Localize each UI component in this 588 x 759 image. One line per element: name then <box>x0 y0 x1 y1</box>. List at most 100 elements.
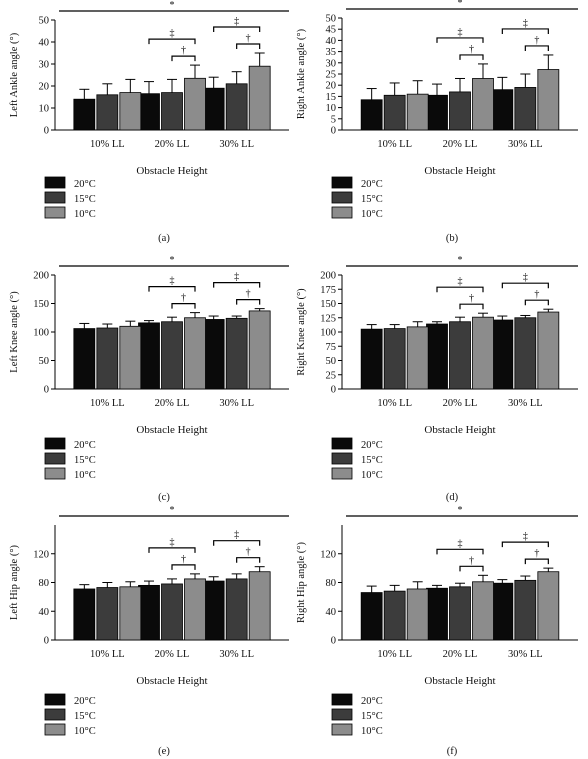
bar <box>406 93 429 131</box>
bar <box>138 93 160 131</box>
significance-marker: ‡ <box>234 272 239 283</box>
y-tick-label: 25 <box>326 70 337 81</box>
significance-marker: ‡ <box>523 272 528 283</box>
significance-marker: † <box>469 555 474 566</box>
bar <box>449 91 471 131</box>
legend-label: 15°C <box>74 711 96 722</box>
x-tick-label: 20% LL <box>155 398 190 409</box>
y-tick-label: 120 <box>320 549 336 560</box>
bar <box>426 587 448 641</box>
y-tick-label: 25 <box>326 370 337 381</box>
significance-bracket <box>213 540 261 546</box>
chart-panel-1: 0 10 20 30 40 50 Left Ankle angle (°) 10% LL 20%… <box>9 0 289 244</box>
legend-swatch <box>44 723 66 736</box>
significance-marker: ‡ <box>170 537 175 548</box>
bar <box>514 317 537 390</box>
bar <box>360 328 383 390</box>
legend-label: 20°C <box>361 696 383 707</box>
significance-bracket <box>148 286 196 292</box>
y-tick-label: 50 <box>39 16 50 27</box>
bar <box>449 586 471 641</box>
bar <box>225 83 248 131</box>
bar <box>225 317 248 390</box>
y-tick-label: 125 <box>320 313 336 324</box>
significance-bracket <box>171 55 196 62</box>
significance-bracket <box>524 299 549 306</box>
x-tick-label: 30% LL <box>219 139 254 150</box>
significance-marker: † <box>534 289 539 300</box>
bar <box>161 583 183 641</box>
bar <box>248 571 271 641</box>
legend-swatch <box>44 437 66 450</box>
significance-bracket <box>213 282 261 288</box>
legend-label: 10°C <box>74 470 96 481</box>
significance-marker: ‡ <box>170 276 175 287</box>
y-axis-label: Right Hip angle (°) <box>296 542 307 623</box>
bar <box>73 328 96 390</box>
bar <box>248 310 271 390</box>
bar <box>491 89 514 131</box>
y-tick-label: 40 <box>326 607 337 618</box>
y-tick-label: 40 <box>39 607 50 618</box>
y-tick-label: 50 <box>326 356 337 367</box>
y-tick-label: 20 <box>39 82 50 93</box>
legend-label: 15°C <box>361 455 383 466</box>
bar <box>383 590 406 641</box>
y-tick-label: 150 <box>320 299 336 310</box>
significance-bracket <box>171 564 196 570</box>
legend-swatch <box>44 206 66 219</box>
y-tick-label: 200 <box>320 271 336 282</box>
y-tick-label: 0 <box>44 636 49 647</box>
bar <box>184 578 206 641</box>
bar <box>360 99 383 131</box>
chart-panel-5: 0 40 80 120 Left Hip angle (°) 10% LL 20% LL 30… <box>9 505 289 757</box>
significance-marker: † <box>181 293 186 304</box>
bar <box>119 325 142 390</box>
significance-marker: * <box>170 255 175 266</box>
significance-marker: * <box>170 505 175 516</box>
bar <box>537 311 560 390</box>
significance-bracket <box>236 299 261 305</box>
legend-label: 15°C <box>74 455 96 466</box>
x-tick-label: 30% LL <box>219 398 254 409</box>
bar <box>96 327 119 390</box>
significance-marker: * <box>170 0 175 11</box>
y-tick-label: 80 <box>39 578 50 589</box>
significance-bracket <box>459 565 484 572</box>
bar <box>96 94 119 131</box>
legend-swatch <box>331 437 353 450</box>
significance-bracket <box>148 38 196 45</box>
bar <box>202 319 225 390</box>
legend-swatch <box>331 693 353 706</box>
y-tick-label: 100 <box>320 328 336 339</box>
y-tick-label: 200 <box>33 271 49 282</box>
x-axis-label: Obstacle Height <box>136 424 207 436</box>
x-tick-label: 10% LL <box>377 649 412 660</box>
legend-swatch <box>331 191 353 204</box>
legend-label: 20°C <box>74 179 96 190</box>
y-tick-label: 30 <box>39 60 50 71</box>
y-tick-label: 0 <box>44 126 49 137</box>
legend-swatch <box>331 708 353 721</box>
x-tick-label: 30% LL <box>508 398 543 409</box>
significance-marker: ‡ <box>523 18 528 29</box>
y-axis-label: Left Ankle angle (°) <box>9 32 20 117</box>
y-tick-label: 0 <box>331 126 336 137</box>
significance-marker: ‡ <box>458 538 463 549</box>
chart-panel-4: 0 25 50 75 100 125 150 175 200 Right Knee angle (… <box>296 255 578 503</box>
legend-swatch <box>331 723 353 736</box>
chart-panel-3: 0 50 100 150 200 Left Knee angle (°) 10% LL 20%… <box>9 255 289 503</box>
bar <box>184 77 206 131</box>
y-axis-label: Right Knee angle (°) <box>296 288 307 376</box>
legend-swatch <box>44 452 66 465</box>
bar <box>491 319 514 390</box>
x-tick-label: 20% LL <box>443 649 478 660</box>
x-tick-label: 20% LL <box>443 398 478 409</box>
significance-bracket <box>171 303 196 309</box>
significance-marker: † <box>469 44 474 55</box>
significance-marker: ‡ <box>458 27 463 38</box>
y-axis-label: Left Knee angle (°) <box>9 291 20 373</box>
chart-panel-6: 0 40 80 120 Right Hip angle (°) 10% LL 20% LL 3… <box>296 505 578 757</box>
legend-label: 20°C <box>74 696 96 707</box>
x-tick-label: 10% LL <box>90 649 125 660</box>
